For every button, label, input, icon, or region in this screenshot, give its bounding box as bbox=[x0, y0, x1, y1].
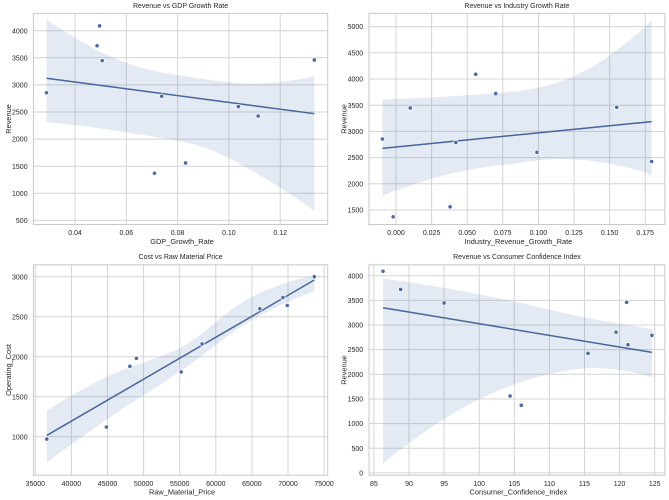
svg-text:90: 90 bbox=[405, 481, 413, 488]
svg-text:Consumer_Confidence_Index: Consumer_Confidence_Index bbox=[470, 488, 568, 497]
svg-text:1500: 1500 bbox=[12, 394, 28, 401]
svg-text:75000: 75000 bbox=[314, 481, 334, 488]
svg-text:Operating_Cost: Operating_Cost bbox=[4, 344, 13, 396]
svg-text:3500: 3500 bbox=[348, 298, 364, 305]
svg-text:4000: 4000 bbox=[348, 77, 364, 84]
svg-text:Revenue: Revenue bbox=[340, 355, 349, 385]
svg-text:2500: 2500 bbox=[12, 110, 28, 117]
svg-text:4500: 4500 bbox=[348, 50, 364, 57]
svg-text:4000: 4000 bbox=[348, 273, 364, 280]
svg-text:Industry_Revenue_Growth_Rate: Industry_Revenue_Growth_Rate bbox=[465, 237, 573, 246]
svg-text:0.08: 0.08 bbox=[171, 230, 185, 237]
svg-text:35000: 35000 bbox=[26, 481, 46, 488]
svg-text:95: 95 bbox=[440, 481, 448, 488]
svg-text:0.175: 0.175 bbox=[636, 230, 654, 237]
svg-text:2500: 2500 bbox=[348, 347, 364, 354]
svg-text:2500: 2500 bbox=[348, 155, 364, 162]
svg-text:1500: 1500 bbox=[348, 208, 364, 215]
svg-text:2000: 2000 bbox=[12, 354, 28, 361]
svg-text:115: 115 bbox=[579, 481, 590, 488]
svg-text:2000: 2000 bbox=[348, 181, 364, 188]
svg-text:0.150: 0.150 bbox=[601, 230, 619, 237]
svg-text:0.12: 0.12 bbox=[273, 230, 287, 237]
svg-text:0.050: 0.050 bbox=[458, 230, 476, 237]
svg-text:0: 0 bbox=[359, 470, 363, 477]
svg-text:85: 85 bbox=[370, 481, 378, 488]
svg-text:1000: 1000 bbox=[12, 434, 28, 441]
svg-text:Revenue vs GDP Growth Rate: Revenue vs GDP Growth Rate bbox=[133, 3, 228, 10]
svg-text:110: 110 bbox=[544, 481, 555, 488]
svg-text:2500: 2500 bbox=[12, 314, 28, 321]
svg-text:Raw_Material_Price: Raw_Material_Price bbox=[149, 488, 215, 497]
svg-text:2000: 2000 bbox=[12, 137, 28, 144]
svg-text:3000: 3000 bbox=[12, 274, 28, 281]
svg-text:GDP_Growth_Rate: GDP_Growth_Rate bbox=[150, 237, 214, 246]
svg-text:0.025: 0.025 bbox=[423, 230, 441, 237]
svg-text:0.075: 0.075 bbox=[494, 230, 512, 237]
svg-text:1500: 1500 bbox=[12, 164, 28, 171]
svg-text:5000: 5000 bbox=[348, 24, 364, 31]
svg-text:500: 500 bbox=[352, 446, 364, 453]
svg-text:100: 100 bbox=[473, 481, 485, 488]
svg-text:125: 125 bbox=[649, 481, 661, 488]
svg-text:0.06: 0.06 bbox=[119, 230, 133, 237]
svg-text:120: 120 bbox=[614, 481, 626, 488]
svg-text:70000: 70000 bbox=[278, 481, 298, 488]
svg-text:0.100: 0.100 bbox=[530, 230, 548, 237]
svg-text:65000: 65000 bbox=[242, 481, 262, 488]
svg-text:Cost vs Raw Material Price: Cost vs Raw Material Price bbox=[139, 254, 223, 261]
svg-text:0.04: 0.04 bbox=[68, 230, 82, 237]
svg-text:Revenue: Revenue bbox=[4, 104, 13, 134]
svg-text:1500: 1500 bbox=[348, 397, 364, 404]
svg-text:Revenue vs Consumer Confidence: Revenue vs Consumer Confidence Index bbox=[453, 254, 581, 261]
svg-text:1000: 1000 bbox=[12, 191, 28, 198]
svg-text:60000: 60000 bbox=[206, 481, 226, 488]
svg-text:50000: 50000 bbox=[134, 481, 154, 488]
svg-text:105: 105 bbox=[508, 481, 520, 488]
svg-text:3000: 3000 bbox=[348, 129, 364, 136]
svg-text:3500: 3500 bbox=[12, 55, 28, 62]
svg-text:0.10: 0.10 bbox=[222, 230, 236, 237]
svg-text:3000: 3000 bbox=[12, 82, 28, 89]
svg-text:500: 500 bbox=[16, 218, 28, 225]
svg-text:4000: 4000 bbox=[12, 28, 28, 35]
svg-text:45000: 45000 bbox=[98, 481, 118, 488]
svg-text:0.125: 0.125 bbox=[565, 230, 583, 237]
svg-text:Revenue vs Industry Growth Rat: Revenue vs Industry Growth Rate bbox=[464, 3, 569, 10]
svg-text:40000: 40000 bbox=[62, 481, 82, 488]
svg-text:1000: 1000 bbox=[348, 421, 364, 428]
svg-text:Revenue: Revenue bbox=[340, 104, 349, 134]
svg-text:55000: 55000 bbox=[170, 481, 190, 488]
svg-text:0.000: 0.000 bbox=[387, 230, 405, 237]
svg-text:2000: 2000 bbox=[348, 372, 364, 379]
svg-text:3000: 3000 bbox=[348, 323, 364, 330]
svg-text:3500: 3500 bbox=[348, 103, 364, 110]
